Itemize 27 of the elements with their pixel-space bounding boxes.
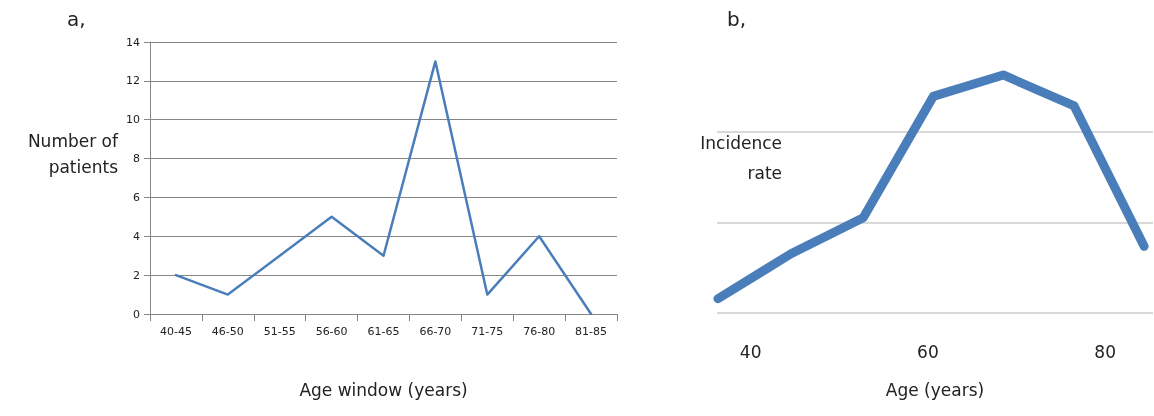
y-tick-label: 12 [126, 74, 140, 88]
x-axis-title: Age (years) [885, 380, 985, 400]
y-tick-label: 0 [133, 307, 140, 321]
x-tick-label: 60 [917, 341, 939, 362]
x-tick-label: 81-85 [575, 325, 608, 338]
x-tick-label: 61-65 [367, 325, 400, 338]
y-tick-label: 14 [126, 35, 140, 49]
x-tick-label: 40-45 [159, 325, 192, 338]
x-tick-label: 46-50 [211, 325, 244, 338]
x-tick-label: 40 [739, 341, 762, 362]
y-tick-label: 4 [133, 229, 140, 243]
x-tick-label: 66-70 [419, 325, 452, 338]
y-tick-label: 2 [133, 268, 140, 282]
x-tick-label: 76-80 [523, 325, 556, 338]
chart-title: b, [727, 7, 747, 31]
y-axis-title: Incidence rate [700, 133, 782, 183]
x-axis-title: Age window (years) [299, 380, 468, 400]
y-tick-label: 8 [133, 152, 140, 166]
y-tick-label: 6 [133, 190, 140, 204]
x-tick-label: 51-55 [263, 325, 296, 338]
line-series [174, 60, 593, 316]
y-tick-label: 10 [126, 113, 140, 127]
y-axis-title: Number of patients [27, 131, 119, 177]
x-tick-label: 80 [1094, 341, 1116, 362]
chart-title: a, [67, 7, 86, 31]
x-tick-label: 71-75 [471, 325, 504, 338]
x-tick-label: 56-60 [315, 325, 348, 338]
